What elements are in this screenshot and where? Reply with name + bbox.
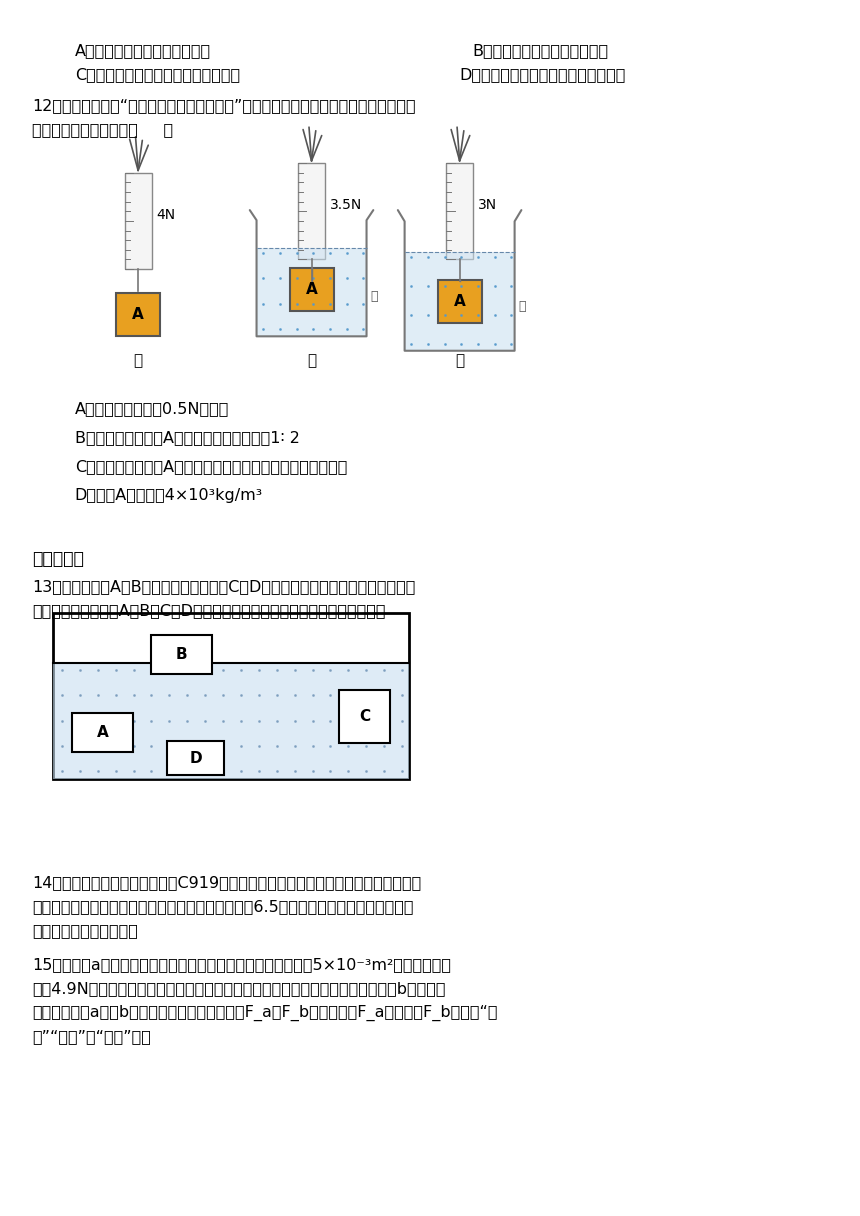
- Text: D: D: [189, 750, 202, 766]
- Text: 置，比较图（a）（b）中物块的下表面所受压力F_a和F_b的大小，则F_a　　　　F_b（选填“大: 置，比较图（a）（b）中物块的下表面所受压力F_a和F_b的大小，则F_a F_…: [33, 1004, 498, 1021]
- Bar: [256, 248, 366, 337]
- Text: B．图丙和图乙中，A排开液体的体积之比为1∶ 2: B．图丙和图乙中，A排开液体的体积之比为1∶ 2: [75, 430, 299, 445]
- Text: 3N: 3N: [478, 198, 497, 213]
- Bar: [167, 742, 224, 775]
- Text: D．物体A的密度为4×10³kg/m³: D．物体A的密度为4×10³kg/m³: [75, 488, 263, 502]
- Text: A: A: [96, 725, 108, 739]
- Text: 乙: 乙: [307, 353, 316, 368]
- Text: 13．如图所示，A、B是自由移动的物体，C、D是容器自身凸起的一部分，现往容器: 13．如图所示，A、B是自由移动的物体，C、D是容器自身凸起的一部分，现往容器: [33, 579, 415, 595]
- Text: 验步骤、测量结果可知（     ）: 验步骤、测量结果可知（ ）: [33, 123, 174, 137]
- Bar: [151, 635, 212, 675]
- Text: 三、填空题: 三、填空题: [33, 551, 84, 568]
- Text: 甲: 甲: [133, 353, 143, 368]
- Bar: [125, 173, 151, 269]
- Text: A: A: [132, 308, 144, 322]
- Bar: [438, 280, 482, 323]
- Text: A: A: [454, 294, 465, 309]
- Text: A．图乙中物体受到0.5N的浮力: A．图乙中物体受到0.5N的浮力: [75, 401, 229, 416]
- Text: 12．实验小组进行“探究影响浮力大小的因素”实验，实验步骤及现象如图所示，分析实: 12．实验小组进行“探究影响浮力大小的因素”实验，实验步骤及现象如图所示，分析实: [33, 98, 416, 113]
- Text: 小为4.9N，方向为　　　　，所受压强为帕　　　　帕。若将长方体物块以如图（b）所示放: 小为4.9N，方向为 ，所受压强为帕 帕。若将长方体物块以如图（b）所示放: [33, 980, 445, 996]
- Text: A．机翅的主要作用是提供浮力: A．机翅的主要作用是提供浮力: [75, 43, 211, 58]
- Text: 3.5N: 3.5N: [330, 198, 362, 213]
- Text: 里注入一些水，则在A、B、C、D中　　　　　受浮力，　　　　　不受浮力。: 里注入一些水，则在A、B、C、D中 受浮力， 不受浮力。: [33, 603, 386, 618]
- Bar: [340, 689, 390, 743]
- Text: 于”“等于”或“小于”）。: 于”“等于”或“小于”）。: [33, 1029, 151, 1043]
- Bar: [72, 713, 133, 753]
- Text: 4N: 4N: [157, 208, 175, 221]
- Text: 丙: 丙: [455, 353, 464, 368]
- Bar: [53, 613, 408, 778]
- Text: C．图丙中，将物体A继续向下运动，弹簧测力计示数继续减小: C．图丙中，将物体A继续向下运动，弹簧测力计示数继续减小: [75, 458, 347, 474]
- Text: 要应用了　　　　原理。: 要应用了 原理。: [33, 923, 138, 938]
- Bar: [298, 163, 325, 259]
- Text: C．以地面为参照物，飞行员是静止的: C．以地面为参照物，飞行员是静止的: [75, 67, 240, 81]
- Text: B．机翅的主要作用是产生升力: B．机翅的主要作用是产生升力: [472, 43, 608, 58]
- Bar: [446, 163, 473, 259]
- Text: 15．如图（a）所示，长方体物块漂浮在水中，此时下表面积为5×10⁻³m²，所受压力大: 15．如图（a）所示，长方体物块漂浮在水中，此时下表面积为5×10⁻³m²，所受…: [33, 957, 452, 972]
- Bar: [290, 268, 334, 311]
- Text: B: B: [175, 647, 187, 663]
- Text: 应用了　　　　知识；辽宁号航每满载时的质量约为6.5万吨，能平稳浮在海面上，这主: 应用了 知识；辽宁号航每满载时的质量约为6.5万吨，能平稳浮在海面上，这主: [33, 899, 414, 914]
- Bar: [53, 663, 408, 778]
- Text: D．以座舱为参照物，飞行员是静止的: D．以座舱为参照物，飞行员是静止的: [459, 67, 626, 81]
- Bar: [404, 252, 514, 350]
- Text: 水: 水: [519, 300, 526, 313]
- Bar: [116, 293, 160, 337]
- Text: C: C: [359, 709, 371, 724]
- Text: 14．我国科技近年来飞速发展，C919国产大客机采用铝锂合金来减轻机身重力，这是: 14．我国科技近年来飞速发展，C919国产大客机采用铝锂合金来减轻机身重力，这是: [33, 874, 421, 890]
- Text: A: A: [305, 282, 317, 297]
- Text: 水: 水: [371, 291, 378, 303]
